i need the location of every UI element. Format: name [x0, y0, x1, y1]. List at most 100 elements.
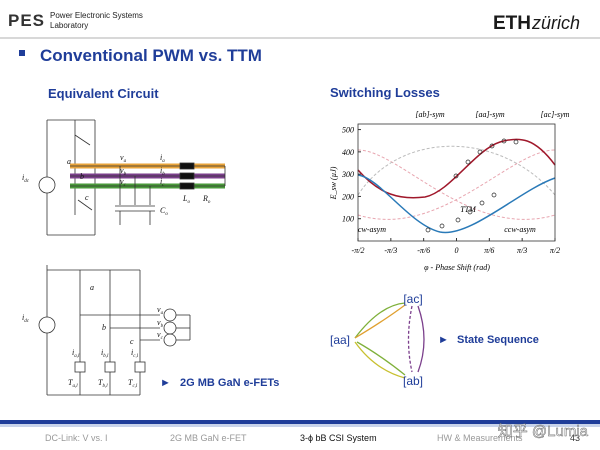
plot-annotation: cw-asym — [358, 225, 386, 234]
x-tick-label: π/3 — [517, 246, 527, 255]
label-main: a — [67, 157, 71, 166]
circuit-label: vb — [120, 166, 127, 177]
x-tick-label: π/2 — [550, 246, 560, 255]
x-tick-label: -π/6 — [417, 246, 430, 255]
footer-item: 3-ϕ bB CSI System — [300, 433, 377, 443]
label-main: T — [68, 378, 73, 387]
label-main: i — [160, 166, 162, 175]
label-sub: b,l — [103, 354, 109, 359]
circuit-label: Lo — [182, 194, 190, 205]
circuit-label: ib — [160, 166, 165, 177]
label-sub: c — [124, 183, 127, 188]
circuit-label: c — [130, 337, 134, 346]
label-main: v — [120, 166, 124, 175]
label-main: v — [120, 153, 124, 162]
y-tick-label: 100 — [342, 215, 354, 224]
section-heading: Switching Losses — [330, 85, 440, 100]
label-sub: c,l — [132, 384, 137, 389]
circuit-label: ic — [160, 177, 165, 188]
circuit-label: ib,l — [101, 348, 109, 359]
label-main: v — [157, 305, 161, 314]
label-sub: a,l — [74, 354, 80, 359]
label-main: v — [157, 330, 161, 339]
label-sub: b — [161, 324, 164, 329]
circuit-label: idc — [22, 313, 30, 324]
state-node: [aa] — [330, 333, 350, 347]
circuit-label: vc — [120, 177, 127, 188]
label-sub: b,l — [102, 384, 108, 389]
label-main: i — [160, 177, 162, 186]
label-main: i — [72, 348, 74, 357]
plot-annotation: [ab]-sym — [415, 110, 445, 119]
circuit-label: va — [120, 153, 127, 164]
label-main: L — [182, 194, 188, 203]
label-sub: o — [208, 200, 211, 205]
plot-frame — [357, 123, 556, 242]
circuit-2 — [38, 265, 191, 396]
y-tick-label: 500 — [342, 126, 354, 135]
circuit-label: idc — [22, 173, 30, 184]
label-main: i — [22, 313, 24, 322]
page-number: 43 — [570, 433, 580, 443]
arrow-marker: ► — [160, 377, 171, 389]
label-sub: o — [187, 200, 190, 205]
circuit-label: Ro — [202, 194, 211, 205]
label-sub: a — [124, 159, 127, 164]
circuit-label: Co — [160, 206, 168, 217]
bullet — [19, 50, 25, 56]
label-main: c — [130, 337, 134, 346]
label-main: T — [128, 378, 133, 387]
lab-name: Laboratory — [50, 21, 88, 30]
circuit-label: a — [90, 283, 94, 292]
circuit-label: Ta,l — [68, 378, 78, 389]
label-sub: a — [162, 159, 165, 164]
slide-title: Conventional PWM vs. TTM — [40, 46, 262, 65]
eth-logo: zürich — [531, 13, 580, 33]
x-axis-label: φ - Phase Shift (rad) — [424, 263, 490, 272]
circuit-1 — [38, 119, 226, 236]
footer-item: 2G MB GaN e-FET — [170, 433, 247, 443]
label-main: b — [80, 172, 84, 181]
label-main: i — [160, 153, 162, 162]
label-main: v — [157, 318, 161, 327]
label-main: b — [102, 323, 106, 332]
circuit-label: ia — [160, 153, 165, 164]
x-tick-label: -π/2 — [352, 246, 365, 255]
label-main: i — [22, 173, 24, 182]
circuit-label: vc — [157, 330, 164, 341]
label-sub: c — [162, 183, 165, 188]
eth-logo: ETH — [493, 13, 531, 34]
label-sub: a,l — [72, 384, 78, 389]
state-node: [ac] — [403, 292, 422, 306]
circuit-label: b — [102, 323, 106, 332]
label-main: R — [202, 194, 208, 203]
label-main: c — [85, 193, 89, 202]
circuit-label: c — [85, 193, 89, 202]
plot-annotation: TTM — [460, 205, 477, 214]
label-main: a — [90, 283, 94, 292]
circuit-label: vb — [157, 318, 164, 329]
label-main: T — [98, 378, 103, 387]
label-main: v — [120, 177, 124, 186]
circuit-label: b — [80, 172, 84, 181]
label-sub: dc — [24, 179, 30, 184]
label-sub: c,l — [133, 354, 138, 359]
circuit-label: Tb,l — [98, 378, 108, 389]
label-sub: b — [124, 172, 127, 177]
logo: PES — [8, 11, 45, 30]
label-main: i — [131, 348, 133, 357]
state-arrows — [354, 302, 425, 379]
x-tick-label: -π/3 — [384, 246, 397, 255]
circuit-label: a — [67, 157, 71, 166]
footer-bar — [0, 420, 600, 424]
label-main: C — [160, 206, 166, 215]
label-sub: c — [161, 336, 164, 341]
plot-annotation: [ac]-sym — [541, 110, 570, 119]
y-tick-label: 200 — [342, 192, 354, 201]
plot-annotation: [aa]-sym — [475, 110, 505, 119]
y-tick-label: 300 — [341, 170, 354, 179]
y-tick-label: 400 — [342, 148, 354, 157]
plot-annotation: ccw-asym — [504, 225, 536, 234]
circuit-label: Tc,l — [128, 378, 138, 389]
